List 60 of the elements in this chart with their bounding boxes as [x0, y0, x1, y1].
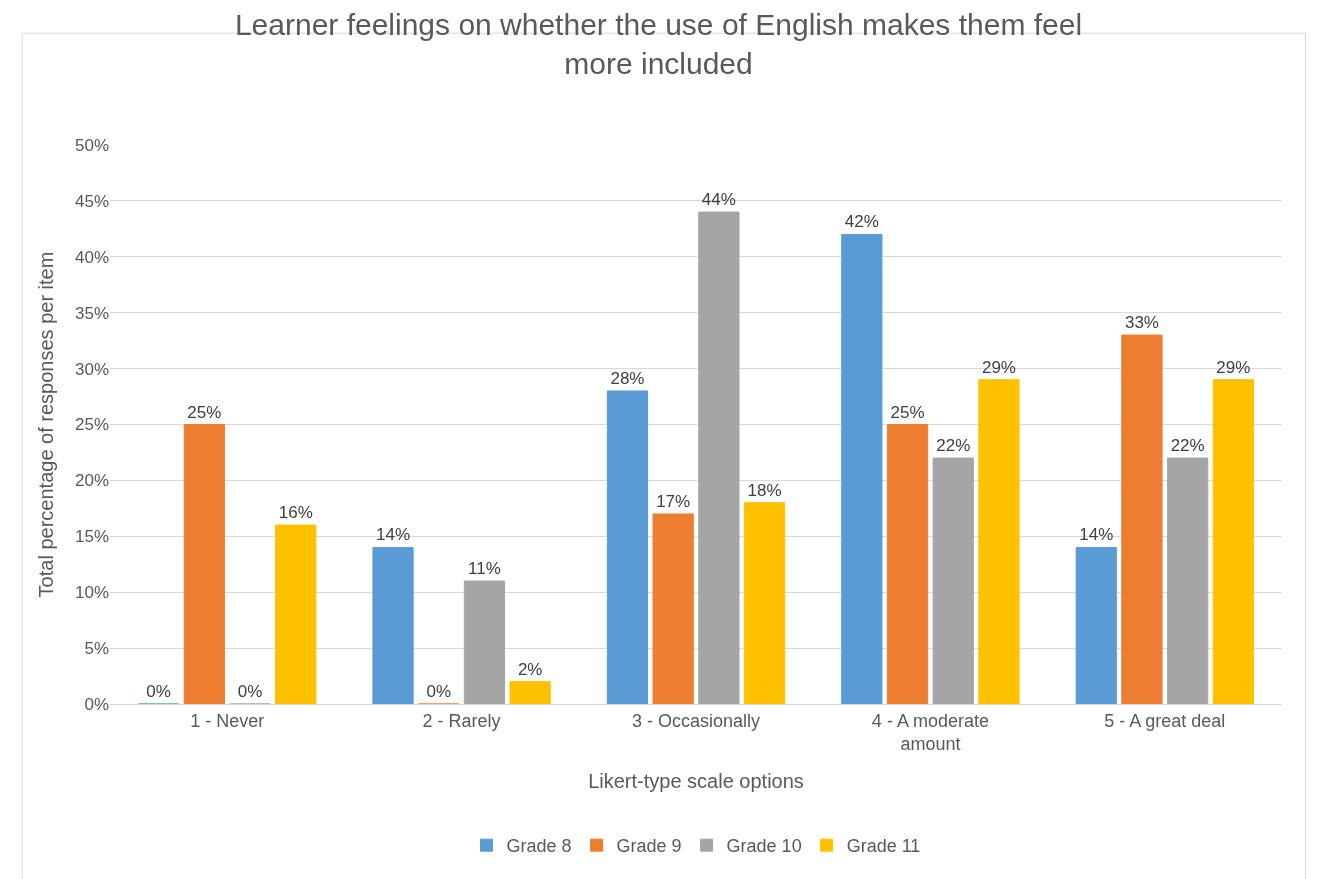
legend-label: Grade 9	[616, 836, 682, 857]
y-tick-label: 0%	[84, 694, 109, 714]
data-label: 25%	[187, 402, 222, 422]
y-tick-label: 10%	[74, 583, 109, 603]
y-tick-label: 45%	[74, 191, 109, 211]
bar	[372, 546, 414, 704]
bar	[606, 390, 649, 704]
data-label: 29%	[981, 357, 1016, 377]
y-axis-title: Total percentage of responses per item	[35, 251, 58, 598]
data-label: 44%	[701, 190, 736, 210]
data-label: 22%	[936, 436, 971, 456]
data-label: 0%	[146, 682, 171, 701]
y-tick-label: 20%	[74, 471, 109, 491]
data-label: 14%	[376, 525, 411, 545]
bar	[463, 580, 506, 704]
legend-label: Grade 8	[506, 836, 572, 857]
bar	[743, 502, 786, 704]
bar	[841, 233, 883, 704]
bar	[698, 211, 740, 704]
data-label: 29%	[1216, 357, 1251, 377]
data-label: 16%	[278, 503, 313, 523]
x-tick-label: 4 - A moderate amount	[871, 710, 989, 754]
bar	[275, 524, 317, 704]
x-tick-label: 2 - Rarely	[422, 710, 501, 731]
data-label: 25%	[890, 402, 925, 422]
bar	[652, 513, 694, 704]
bar	[1212, 379, 1254, 704]
x-axis-title: Likert-type scale options	[588, 769, 804, 792]
bar	[886, 424, 929, 704]
x-tick-label: 1 - Never	[190, 710, 265, 731]
data-label: 18%	[747, 480, 782, 500]
bar	[509, 681, 551, 704]
data-label: 42%	[844, 212, 879, 232]
data-label: 33%	[1124, 313, 1159, 333]
data-label: 17%	[656, 491, 691, 511]
y-tick-label: 35%	[74, 303, 109, 323]
x-tick-label: 5 - A great deal	[1104, 710, 1226, 731]
data-label: 28%	[610, 368, 645, 388]
data-label: 2%	[517, 659, 543, 679]
y-tick-label: 5%	[84, 639, 109, 659]
data-label: 22%	[1170, 436, 1205, 456]
y-tick-label: 50%	[74, 135, 109, 155]
bar	[1075, 546, 1117, 704]
bar	[1121, 334, 1163, 704]
data-label: 0%	[237, 682, 263, 701]
y-tick-label: 15%	[74, 527, 109, 547]
chart-title: Learner feelings on whether the use of English makes them feel more included	[234, 8, 1083, 81]
data-label: 11%	[468, 559, 501, 579]
x-tick-label: 3 - Occasionally	[631, 710, 761, 731]
y-tick-label: 30%	[74, 359, 109, 379]
bar	[932, 457, 974, 704]
bar	[183, 424, 225, 704]
data-label: 0%	[426, 682, 452, 701]
y-tick-label: 40%	[74, 247, 109, 267]
data-label: 14%	[1079, 525, 1114, 545]
legend-label: Grade 10	[726, 836, 802, 857]
bar	[1167, 457, 1209, 704]
bar	[978, 379, 1020, 704]
y-tick-label: 25%	[74, 415, 109, 435]
legend-label: Grade 11	[846, 836, 921, 857]
